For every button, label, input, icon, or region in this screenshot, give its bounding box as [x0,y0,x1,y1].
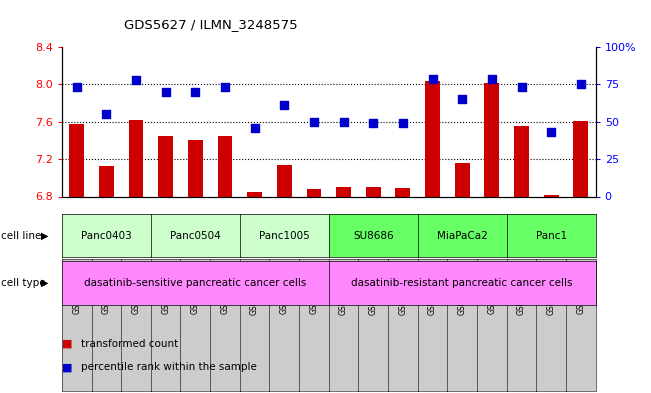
Text: transformed count: transformed count [81,339,178,349]
Text: GSM1435697: GSM1435697 [458,263,467,314]
Bar [396,188,410,196]
Text: GSM1435694: GSM1435694 [368,263,378,314]
Text: GSM1435699: GSM1435699 [517,263,526,314]
Text: GSM1435684: GSM1435684 [72,263,81,314]
Text: GSM1435690: GSM1435690 [250,263,259,314]
Bar [425,81,440,196]
Bar [128,120,143,196]
Bar [158,136,173,196]
Point [160,89,171,95]
Text: MiaPaCa2: MiaPaCa2 [437,231,488,241]
Point [368,120,378,127]
Text: cell line: cell line [1,231,42,241]
Point [546,129,557,136]
Point [457,96,467,103]
Point [131,77,141,83]
Point [427,75,437,82]
Point [398,120,408,127]
Point [72,84,82,91]
Text: ■: ■ [62,362,72,373]
Text: GSM1435701: GSM1435701 [576,263,585,314]
Point [516,84,527,91]
Point [309,119,319,125]
Text: Panc0403: Panc0403 [81,231,132,241]
Point [220,84,230,91]
Bar [69,124,84,196]
Bar [544,195,559,196]
Bar [217,136,232,196]
Text: GSM1435696: GSM1435696 [428,263,437,314]
Text: ▶: ▶ [41,278,49,288]
Text: Panc1005: Panc1005 [259,231,310,241]
Bar [307,189,322,196]
Bar [99,166,114,196]
Text: GSM1435692: GSM1435692 [309,263,318,314]
Bar [336,187,351,196]
Point [190,89,201,95]
Text: dasatinib-sensitive pancreatic cancer cells: dasatinib-sensitive pancreatic cancer ce… [84,278,307,288]
Text: dasatinib-resistant pancreatic cancer cells: dasatinib-resistant pancreatic cancer ce… [352,278,573,288]
Text: SU8686: SU8686 [353,231,394,241]
Text: GSM1435686: GSM1435686 [132,263,141,314]
Point [339,119,349,125]
Bar [277,165,292,196]
Bar [484,83,499,196]
Text: GSM1435698: GSM1435698 [488,263,496,314]
Text: GSM1435700: GSM1435700 [547,263,556,314]
Bar [455,163,469,196]
Text: Panc0504: Panc0504 [170,231,221,241]
Bar [247,192,262,196]
Text: GSM1435695: GSM1435695 [398,263,408,314]
Text: percentile rank within the sample: percentile rank within the sample [81,362,257,373]
Text: ■: ■ [62,339,72,349]
Text: ▶: ▶ [41,231,49,241]
Point [101,111,111,118]
Text: GSM1435685: GSM1435685 [102,263,111,314]
Text: GDS5627 / ILMN_3248575: GDS5627 / ILMN_3248575 [124,18,298,31]
Bar [574,121,589,196]
Text: GSM1435691: GSM1435691 [280,263,289,314]
Point [487,75,497,82]
Text: Panc1: Panc1 [536,231,567,241]
Text: GSM1435689: GSM1435689 [221,263,229,314]
Text: GSM1435687: GSM1435687 [161,263,170,314]
Text: GSM1435688: GSM1435688 [191,263,200,314]
Point [279,102,290,108]
Text: GSM1435693: GSM1435693 [339,263,348,314]
Bar [514,126,529,196]
Point [575,81,586,88]
Text: cell type: cell type [1,278,46,288]
Point [249,125,260,131]
Bar [366,187,381,196]
Bar [188,140,202,196]
